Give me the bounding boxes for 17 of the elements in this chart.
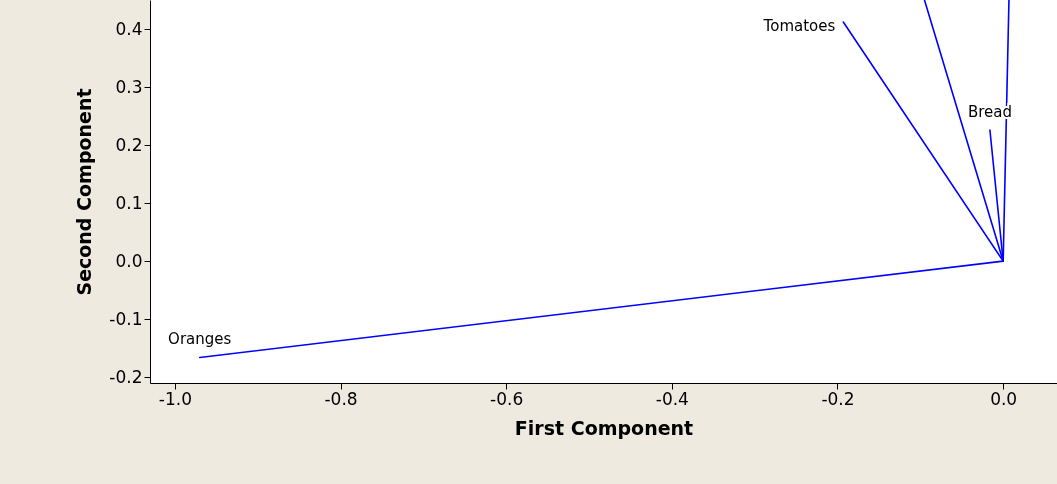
x-tick-label: -0.2 [821, 388, 855, 409]
y-tick-label: -0.1 [109, 308, 143, 329]
x-tick-label: -0.4 [655, 388, 689, 409]
x-axis-title: First Component [514, 416, 694, 439]
y-tick-label: 0.0 [115, 250, 143, 271]
y-tick-label: 0.2 [115, 134, 143, 155]
x-tick-label: -1.0 [158, 388, 192, 409]
series-label: Tomatoes [762, 17, 836, 36]
x-tick-label: -0.8 [324, 388, 358, 409]
y-tick-label: 0.1 [115, 192, 143, 213]
y-tick-label: 0.4 [115, 18, 143, 39]
y-tick-label: -0.2 [109, 366, 143, 387]
series-label: Oranges [168, 330, 232, 349]
x-tick-label: 0.0 [990, 388, 1018, 409]
x-tick-label: -0.6 [490, 388, 524, 409]
y-tick-label: 0.3 [115, 76, 143, 97]
y-axis-title: Second Component [73, 88, 96, 296]
